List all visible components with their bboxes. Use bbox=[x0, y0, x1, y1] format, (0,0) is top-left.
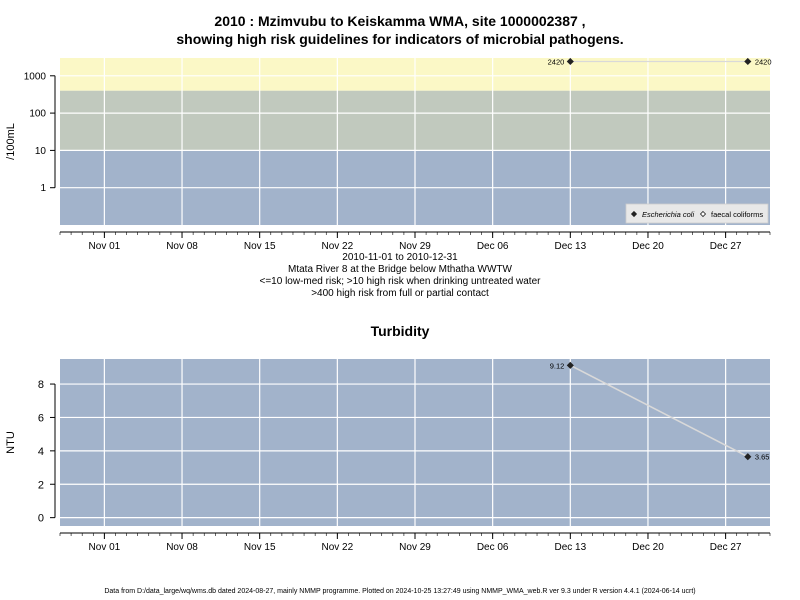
x-tick-label: Dec 20 bbox=[632, 542, 664, 553]
legend-ecoli-marker bbox=[630, 210, 638, 218]
turbidity-data-label: 9.12 bbox=[550, 361, 565, 370]
y-axis-label: /100mL bbox=[5, 123, 17, 160]
turbidity-chart: 0 2 4 6 8 NTU Nov 01 Nov 08 Nov 15 Nov 22 Nov 29 De… bbox=[5, 359, 771, 553]
x-tick-label: Dec 06 bbox=[477, 241, 509, 252]
turbidity-data-label: 3.65 bbox=[755, 453, 770, 462]
y-tick-label: 1 bbox=[40, 183, 46, 194]
y-axis-label: NTU bbox=[5, 431, 17, 454]
y-tick-label: 6 bbox=[38, 412, 44, 424]
x-tick-label: Nov 01 bbox=[89, 542, 121, 553]
footer-note: Data from D:/data_large/wq/wms.db dated … bbox=[104, 588, 696, 595]
x-tick-label: Nov 22 bbox=[322, 542, 354, 553]
caption-guideline-drinking: <=10 low-med risk; >10 high risk when dr… bbox=[259, 276, 541, 287]
x-tick-label: Nov 22 bbox=[322, 241, 354, 252]
legend-ecoli-label: Escherichia coli bbox=[642, 210, 694, 219]
x-tick-label: Nov 29 bbox=[399, 542, 431, 553]
ecoli-data-label: 2420 bbox=[548, 57, 565, 66]
ecoli-data-label: 2420 bbox=[755, 57, 772, 66]
caption-site: Mtata River 8 at the Bridge below Mthath… bbox=[288, 264, 512, 275]
x-tick-label: Dec 06 bbox=[477, 542, 509, 553]
x-tick-label: Nov 29 bbox=[399, 241, 431, 252]
microbial-chart: 1 10 100 1000/100mL Nov 01 Nov 08 Nov 15 Nov 22… bbox=[5, 57, 772, 252]
turbidity-series-line bbox=[569, 364, 749, 458]
legend-faecal-label: faecal coliforms bbox=[711, 210, 763, 219]
x-tick-label: Nov 08 bbox=[166, 241, 198, 252]
turbidity-title: Turbidity bbox=[370, 323, 430, 339]
x-tick-label: Nov 15 bbox=[244, 542, 276, 553]
legend: Escherichia coli faecal coliforms bbox=[625, 203, 769, 224]
chart-title-line-1: 2010 : Mzimvubu to Keiskamma WMA, site 1… bbox=[214, 13, 586, 29]
turbidity-point bbox=[744, 453, 752, 461]
y-tick-label: 2 bbox=[38, 479, 44, 491]
x-tick-label: Dec 27 bbox=[710, 542, 742, 553]
y-tick-label: 8 bbox=[38, 379, 44, 391]
y-tick-label: 4 bbox=[38, 446, 44, 458]
x-tick-label: Nov 01 bbox=[89, 241, 121, 252]
y-tick-label: 0 bbox=[38, 513, 44, 525]
chart-title-line-2: showing high risk guidelines for indicat… bbox=[176, 31, 624, 47]
y-tick-label: 10 bbox=[35, 146, 47, 157]
turbidity-point bbox=[566, 361, 574, 369]
ecoli-point bbox=[566, 57, 574, 66]
caption-date-range: 2010-11-01 to 2010-12-31 bbox=[342, 252, 458, 263]
x-tick-label: Dec 20 bbox=[632, 241, 664, 252]
legend-box bbox=[625, 203, 769, 224]
x-tick-label: Nov 08 bbox=[166, 542, 198, 553]
x-tick-label: Dec 27 bbox=[710, 241, 742, 252]
x-tick-label: Nov 15 bbox=[244, 241, 276, 252]
y-tick-label: 1000 bbox=[24, 71, 47, 82]
caption-guideline-contact: >400 high risk from full or partial cont… bbox=[311, 288, 489, 299]
legend-faecal-marker bbox=[699, 210, 707, 218]
ecoli-point bbox=[744, 57, 752, 66]
x-tick-label: Dec 13 bbox=[554, 542, 586, 553]
y-tick-label: 100 bbox=[29, 109, 46, 120]
x-tick-label: Dec 13 bbox=[554, 241, 586, 252]
